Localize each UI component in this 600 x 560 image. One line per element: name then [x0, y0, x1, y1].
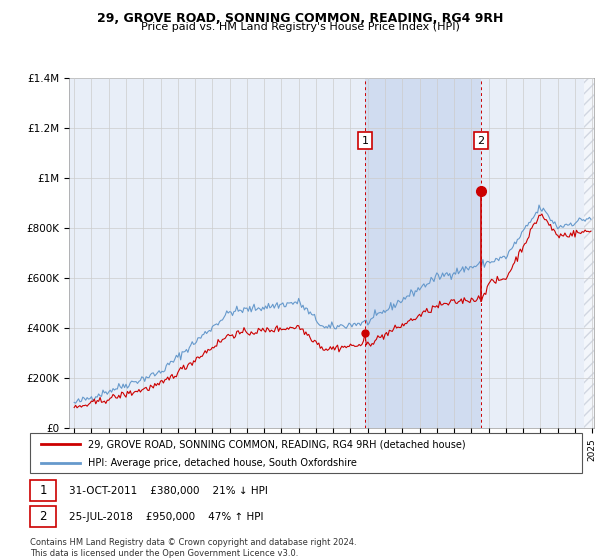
- Text: 29, GROVE ROAD, SONNING COMMON, READING, RG4 9RH (detached house): 29, GROVE ROAD, SONNING COMMON, READING,…: [88, 439, 466, 449]
- Text: Contains HM Land Registry data © Crown copyright and database right 2024.
This d: Contains HM Land Registry data © Crown c…: [30, 538, 356, 558]
- Text: Price paid vs. HM Land Registry's House Price Index (HPI): Price paid vs. HM Land Registry's House …: [140, 22, 460, 32]
- Text: 25-JUL-2018    £950,000    47% ↑ HPI: 25-JUL-2018 £950,000 47% ↑ HPI: [68, 512, 263, 522]
- Bar: [365, 78, 481, 428]
- FancyBboxPatch shape: [30, 433, 582, 473]
- Text: 1: 1: [361, 136, 368, 146]
- Text: 2: 2: [478, 136, 485, 146]
- Text: 1: 1: [40, 484, 47, 497]
- Text: 2: 2: [40, 510, 47, 524]
- Bar: [584, 78, 594, 428]
- Text: 29, GROVE ROAD, SONNING COMMON, READING, RG4 9RH: 29, GROVE ROAD, SONNING COMMON, READING,…: [97, 12, 503, 25]
- FancyBboxPatch shape: [30, 480, 56, 501]
- Text: 31-OCT-2011    £380,000    21% ↓ HPI: 31-OCT-2011 £380,000 21% ↓ HPI: [68, 486, 268, 496]
- FancyBboxPatch shape: [30, 506, 56, 528]
- Text: HPI: Average price, detached house, South Oxfordshire: HPI: Average price, detached house, Sout…: [88, 458, 357, 468]
